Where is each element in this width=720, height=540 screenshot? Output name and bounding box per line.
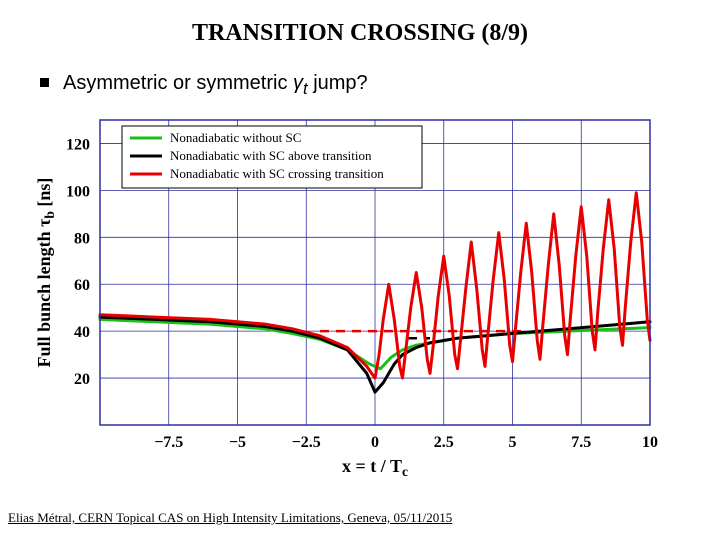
svg-text:60: 60: [74, 277, 90, 294]
svg-text:20: 20: [74, 371, 90, 388]
svg-text:40: 40: [74, 324, 90, 341]
bullet-item: Asymmetric or symmetric γt jump?: [40, 72, 368, 99]
title-text: TRANSITION CROSSING (8/9): [192, 20, 528, 46]
svg-text:Full bunch length τb [ns]: Full bunch length τb [ns]: [34, 178, 57, 368]
footer-text: Elias Métral, CERN Topical CAS on High I…: [8, 510, 452, 526]
footer-content: Elias Métral, CERN Topical CAS on High I…: [8, 510, 452, 525]
bullet-post: jump?: [308, 72, 368, 94]
chart-svg: −7.5 −5 −2.5 0 2.5 5 7.5 10 20 40 60 80 100 120 x = t …: [30, 110, 670, 480]
svg-text:−7.5: −7.5: [154, 434, 183, 451]
svg-text:Nonadiabatic with SC above tra: Nonadiabatic with SC above transition: [170, 148, 372, 163]
svg-text:10: 10: [642, 434, 658, 451]
svg-text:−2.5: −2.5: [292, 434, 321, 451]
svg-text:2.5: 2.5: [434, 434, 454, 451]
bullet-symbol: γ: [293, 72, 303, 94]
svg-text:120: 120: [66, 136, 90, 153]
bullet-text: Asymmetric or symmetric γt jump?: [63, 72, 368, 99]
svg-text:80: 80: [74, 230, 90, 247]
svg-text:0: 0: [371, 434, 379, 451]
svg-text:5: 5: [509, 434, 517, 451]
page-title: TRANSITION CROSSING (8/9): [0, 20, 720, 47]
svg-text:100: 100: [66, 183, 90, 200]
svg-text:x = t / Tc: x = t / Tc: [342, 456, 408, 479]
bullet-pre: Asymmetric or symmetric: [63, 72, 293, 94]
svg-text:Nonadiabatic without SC: Nonadiabatic without SC: [170, 130, 301, 145]
bullet-icon: [40, 78, 49, 87]
svg-text:7.5: 7.5: [571, 434, 591, 451]
chart: −7.5 −5 −2.5 0 2.5 5 7.5 10 20 40 60 80 100 120 x = t …: [30, 110, 670, 480]
svg-text:Nonadiabatic with SC crossing: Nonadiabatic with SC crossing transition: [170, 166, 384, 181]
svg-text:−5: −5: [229, 434, 246, 451]
